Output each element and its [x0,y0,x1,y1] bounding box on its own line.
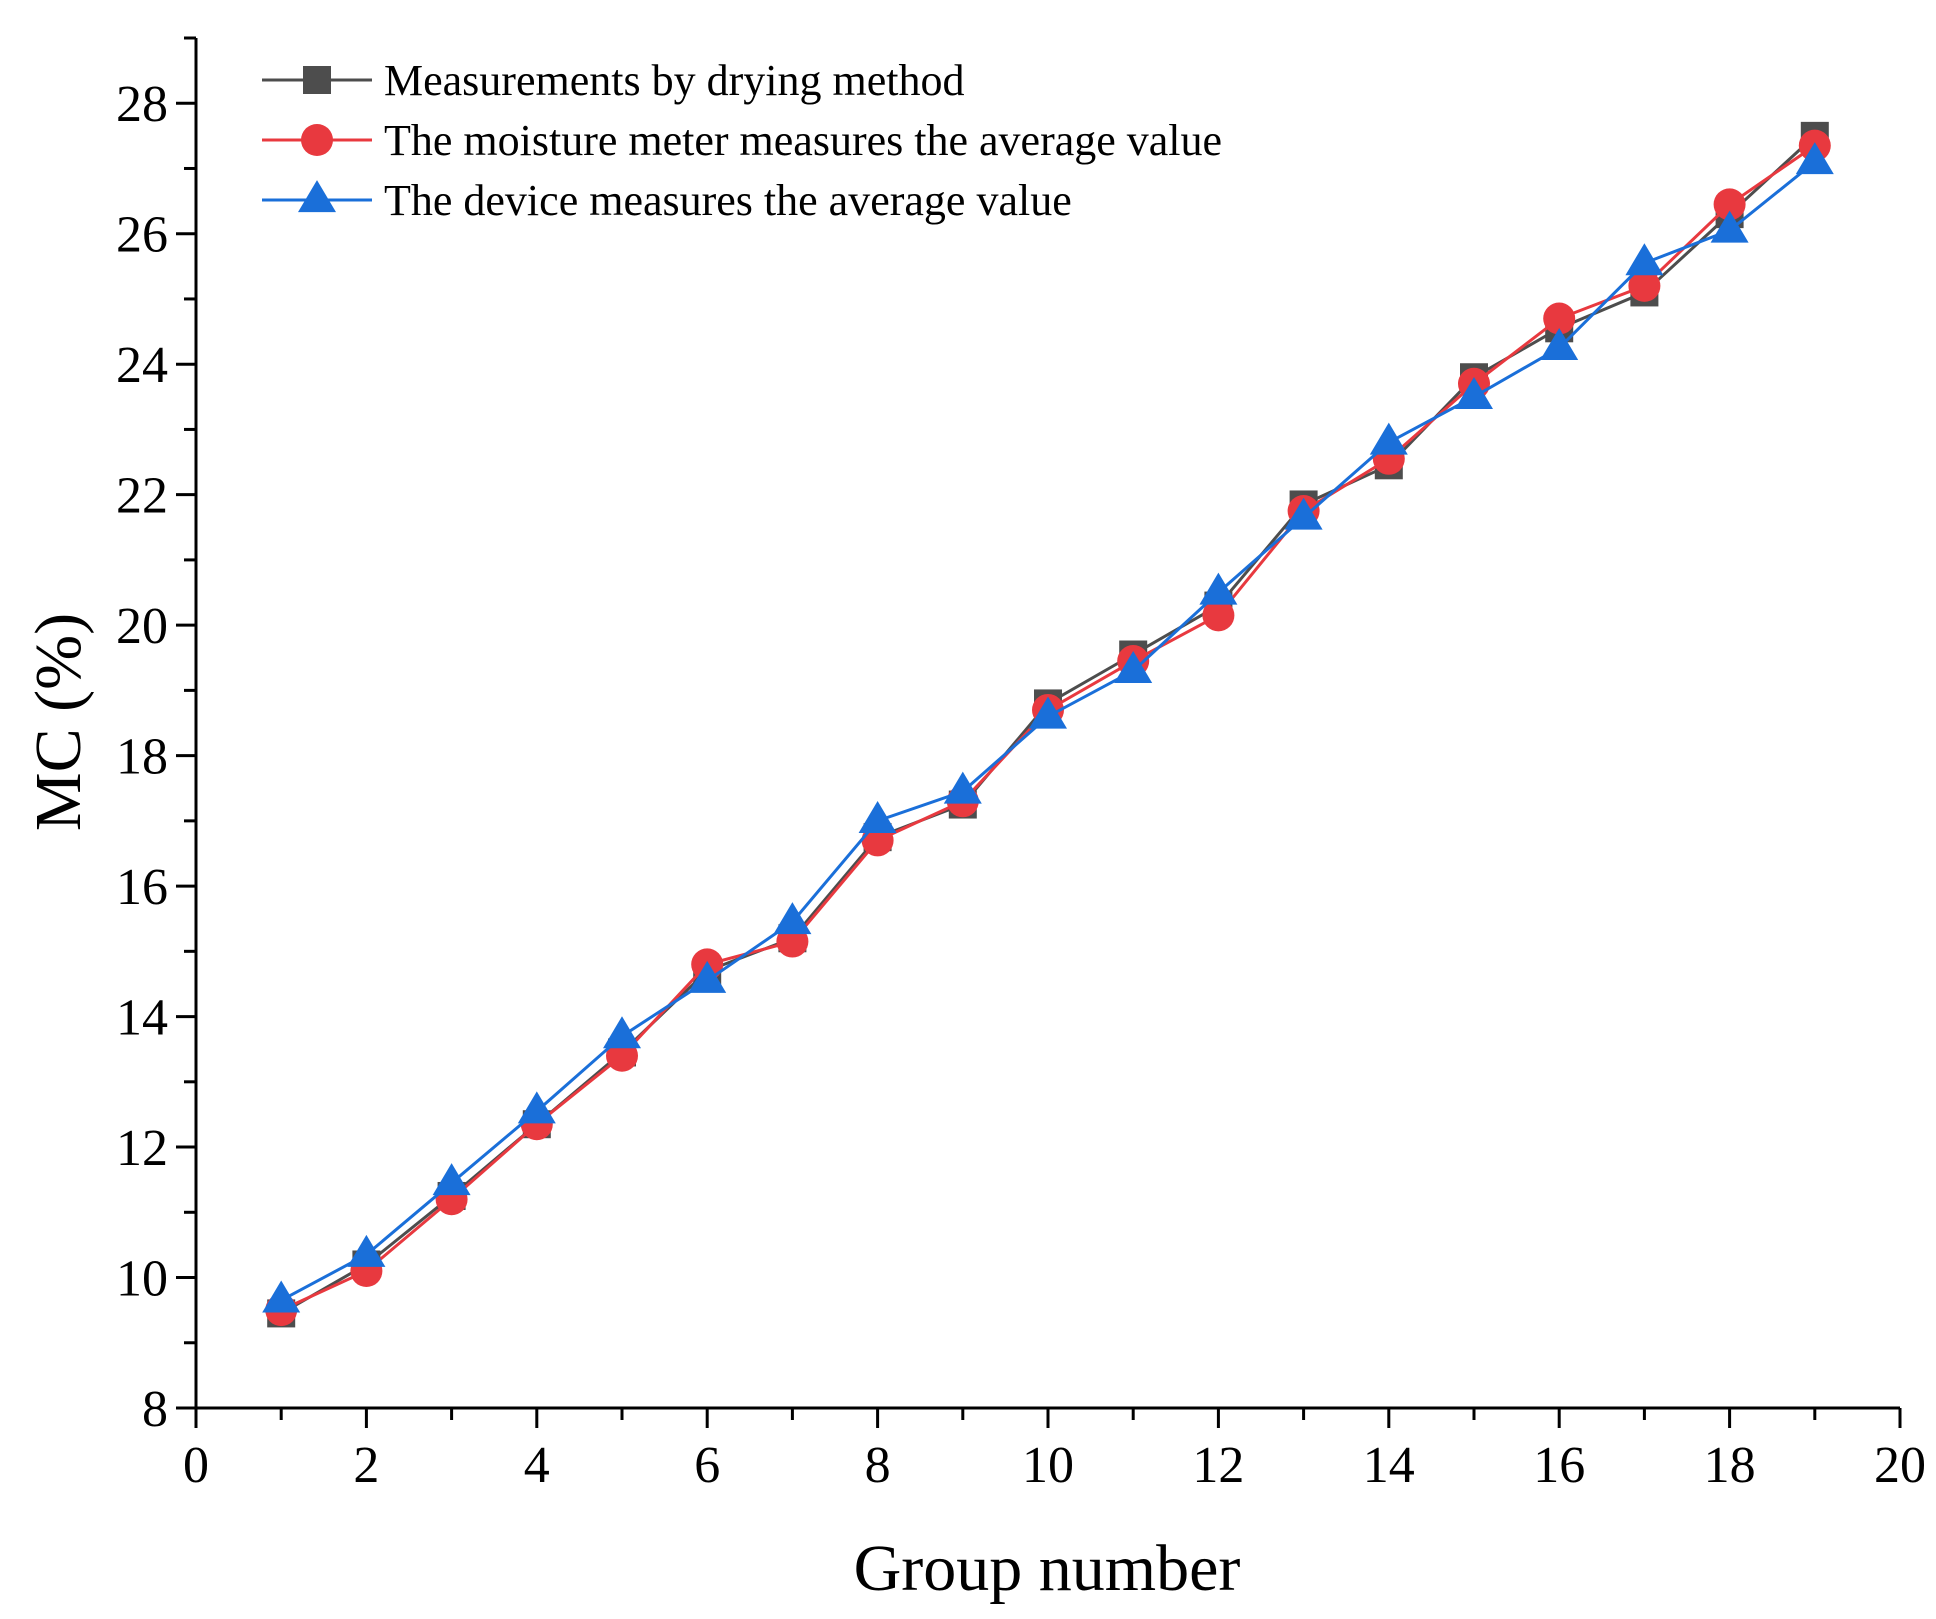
data-point [773,902,812,935]
data-point [1029,696,1067,729]
data-point [603,1016,641,1049]
data-point [432,1163,471,1196]
x-tick-label: 12 [1192,1437,1244,1494]
data-point [1543,302,1576,335]
data-point [1199,572,1238,605]
legend-label: Measurements by drying method [384,56,964,105]
x-tick-label: 0 [183,1437,209,1494]
series-line [280,160,1816,1302]
y-tick-label: 20 [116,598,168,655]
y-axis-title: MC (%) [22,613,95,831]
x-tick-label: 10 [1022,1437,1074,1494]
x-tick-label: 2 [353,1437,379,1494]
y-tick-label: 14 [116,990,168,1047]
x-tick-label: 18 [1704,1437,1756,1494]
series-3 [262,142,1834,1313]
x-tick-label: 14 [1363,1437,1415,1494]
y-tick-label: 28 [116,76,168,133]
x-tick-label: 6 [694,1437,720,1494]
y-tick-label: 22 [116,468,168,525]
x-tick-label: 8 [865,1437,891,1494]
data-point [1625,243,1664,276]
legend: Measurements by drying method The moistur… [262,56,1222,225]
legend-entry-2: The moisture meter measures the average … [262,116,1222,165]
data-point [1540,328,1579,361]
data-point [1710,210,1749,243]
plot-area [262,121,1834,1328]
x-axis-title: Group number [854,1532,1241,1605]
y-tick-label: 18 [116,729,168,786]
legend-label: The device measures the average value [384,176,1072,225]
data-point [1713,188,1746,221]
legend-marker [301,124,333,156]
x-tick-label: 4 [524,1437,550,1494]
y-tick-label: 12 [116,1120,168,1177]
y-tick-label: 26 [116,207,168,264]
data-point [688,960,727,993]
data-point [1202,599,1235,632]
data-point [1369,422,1408,455]
y-tick-label: 10 [116,1251,168,1308]
data-point [262,1280,301,1313]
y-tick-label: 16 [116,859,168,916]
data-point [1284,497,1323,530]
x-tick-label: 20 [1874,1437,1926,1494]
data-point [1628,269,1661,302]
legend-entry-1: Measurements by drying method [262,56,964,105]
y-tick-label: 8 [142,1381,168,1438]
legend-marker [298,180,336,213]
y-tick-label: 24 [116,337,168,394]
legend-entry-3: The device measures the average value [262,176,1072,225]
data-point [347,1234,386,1267]
data-point [943,771,982,804]
data-point [517,1091,556,1124]
data-point [1114,650,1153,683]
data-point [1795,142,1834,175]
data-point [858,801,897,834]
legend-label: The moisture meter measures the average … [384,116,1222,165]
x-tick-label: 16 [1533,1437,1585,1494]
data-point [1455,376,1493,409]
legend-marker [303,66,331,94]
